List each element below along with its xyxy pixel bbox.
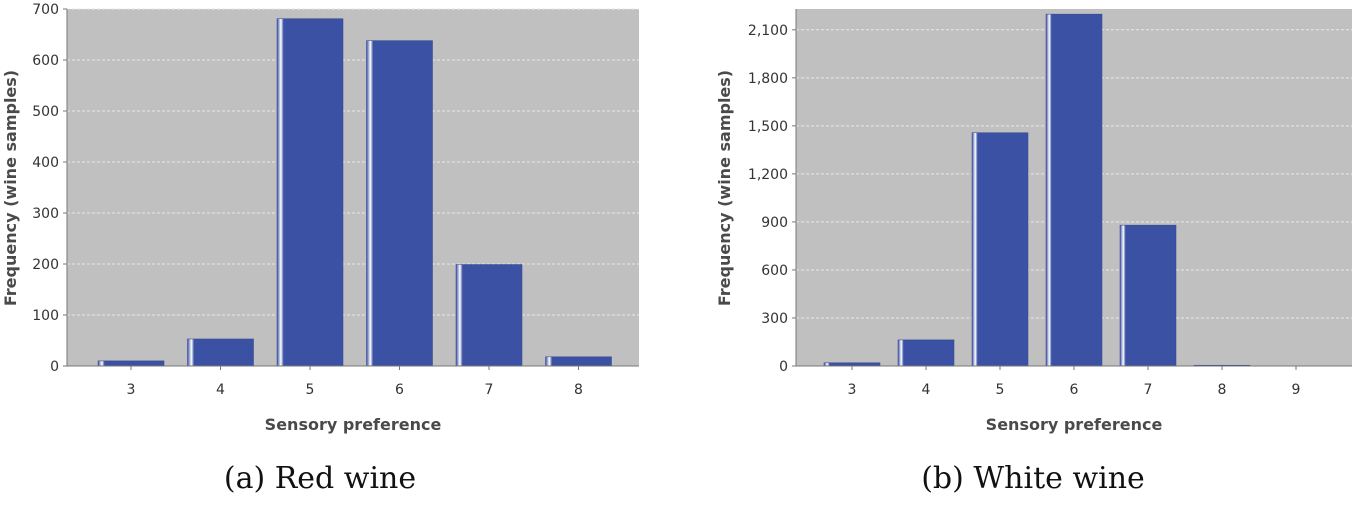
y-tick-label: 500 [32,104,59,120]
bar [545,356,612,367]
y-tick-label: 0 [779,359,788,375]
x-tick-label: 5 [306,382,315,398]
bars-red [97,18,612,367]
y-tick-label: 600 [761,263,788,279]
bar [455,264,523,367]
caption-red: (a) Red wine [224,461,416,496]
y-tick-label: 700 [32,2,59,18]
y-tick-label: 0 [50,359,59,375]
y-tick-label: 1,800 [748,71,788,87]
y-axis-label-white: Frequency (wine samples) [715,70,734,306]
bar [97,360,165,367]
x-ticks-red: 3 4 5 6 7 8 [127,366,583,398]
y-ticks-white: 0 300 600 900 1,200 1,500 1,800 2,100 [748,23,796,375]
x-tick-label: 9 [1292,382,1301,398]
bar [897,339,955,367]
bar [971,132,1029,367]
x-axis-label-red: Sensory preference [265,415,442,434]
y-tick-label: 300 [761,311,788,327]
bars-white [823,13,1251,367]
x-tick-label: 3 [848,382,857,398]
plot-area-red [67,9,639,366]
x-tick-label: 6 [1070,382,1079,398]
y-tick-label: 600 [32,53,59,69]
bar [276,18,344,367]
chart-white-wine: 0 300 600 900 1,200 1,500 1,800 2,100 3 4 5 6 7 8 9 S… [715,9,1352,496]
x-axis-label-white: Sensory preference [986,415,1163,434]
x-tick-label: 4 [216,382,225,398]
y-tick-label: 300 [32,206,59,222]
grid-red [67,8,639,316]
y-ticks-red: 0 100 200 300 400 500 600 700 [32,2,67,375]
x-tick-label: 8 [1218,382,1227,398]
caption-white: (b) White wine [921,461,1145,496]
chart-red-wine: 0 100 200 300 400 500 600 700 3 4 5 6 7 8 Sensory pr… [1,2,639,496]
x-tick-label: 6 [395,382,404,398]
y-tick-label: 2,100 [748,23,788,39]
x-tick-label: 8 [574,382,583,398]
y-tick-label: 1,200 [748,167,788,183]
y-tick-label: 200 [32,257,59,273]
x-tick-label: 5 [996,382,1005,398]
y-axis-label-red: Frequency (wine samples) [1,70,20,306]
y-tick-label: 1,500 [748,119,788,135]
bar [187,338,254,367]
x-tick-label: 7 [1144,382,1153,398]
y-tick-label: 900 [761,215,788,231]
bar [366,40,433,367]
y-tick-label: 100 [32,308,59,324]
y-tick-label: 400 [32,155,59,171]
x-ticks-white: 3 4 5 6 7 8 9 [848,366,1301,398]
x-tick-label: 7 [485,382,494,398]
x-tick-label: 3 [127,382,136,398]
bar [1119,224,1177,367]
bar [1045,13,1103,367]
x-tick-label: 4 [922,382,931,398]
